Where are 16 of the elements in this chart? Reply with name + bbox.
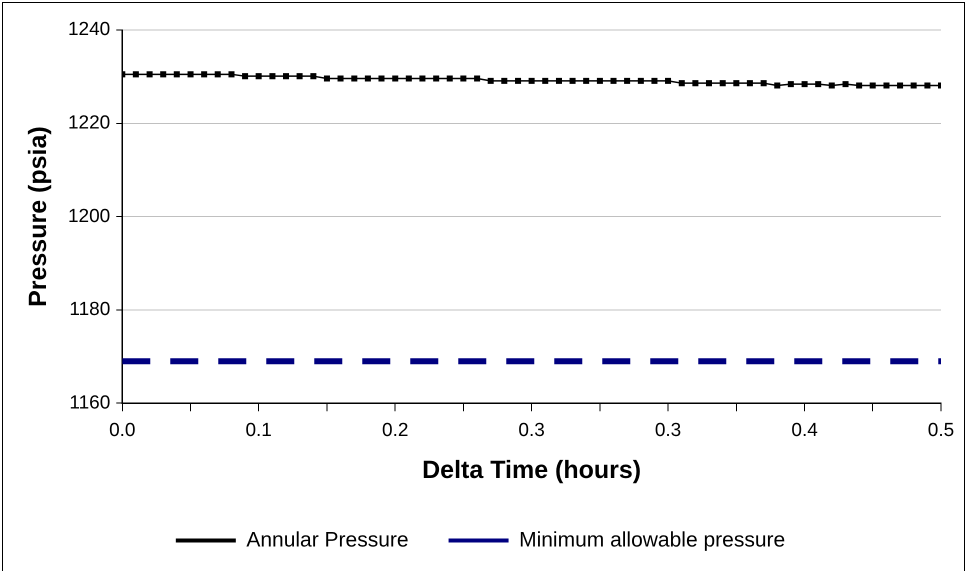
y-tick-label: 1220 [68, 112, 110, 134]
x-axis-title: Delta Time (hours) [422, 456, 642, 484]
legend-label: Annular Pressure [246, 528, 409, 552]
x-tick-label: 0.2 [382, 420, 408, 441]
x-tick-label: 0.4 [791, 420, 818, 441]
y-tick-label: 1200 [68, 206, 110, 227]
legend-label: Minimum allowable pressure [519, 528, 786, 552]
y-tick-label: 1160 [69, 392, 110, 414]
x-tick-label: 0.0 [109, 420, 136, 441]
y-axis-title: Pressure (psia) [24, 126, 52, 307]
x-tick-label: 0.3 [518, 420, 545, 441]
x-tick-label: 0.5 [928, 420, 954, 441]
y-tick-label: 1240 [68, 19, 110, 40]
x-tick-label: 0.1 [245, 420, 272, 441]
x-tick-label: 0.3 [654, 420, 682, 441]
y-tick-label: 1180 [69, 299, 110, 320]
